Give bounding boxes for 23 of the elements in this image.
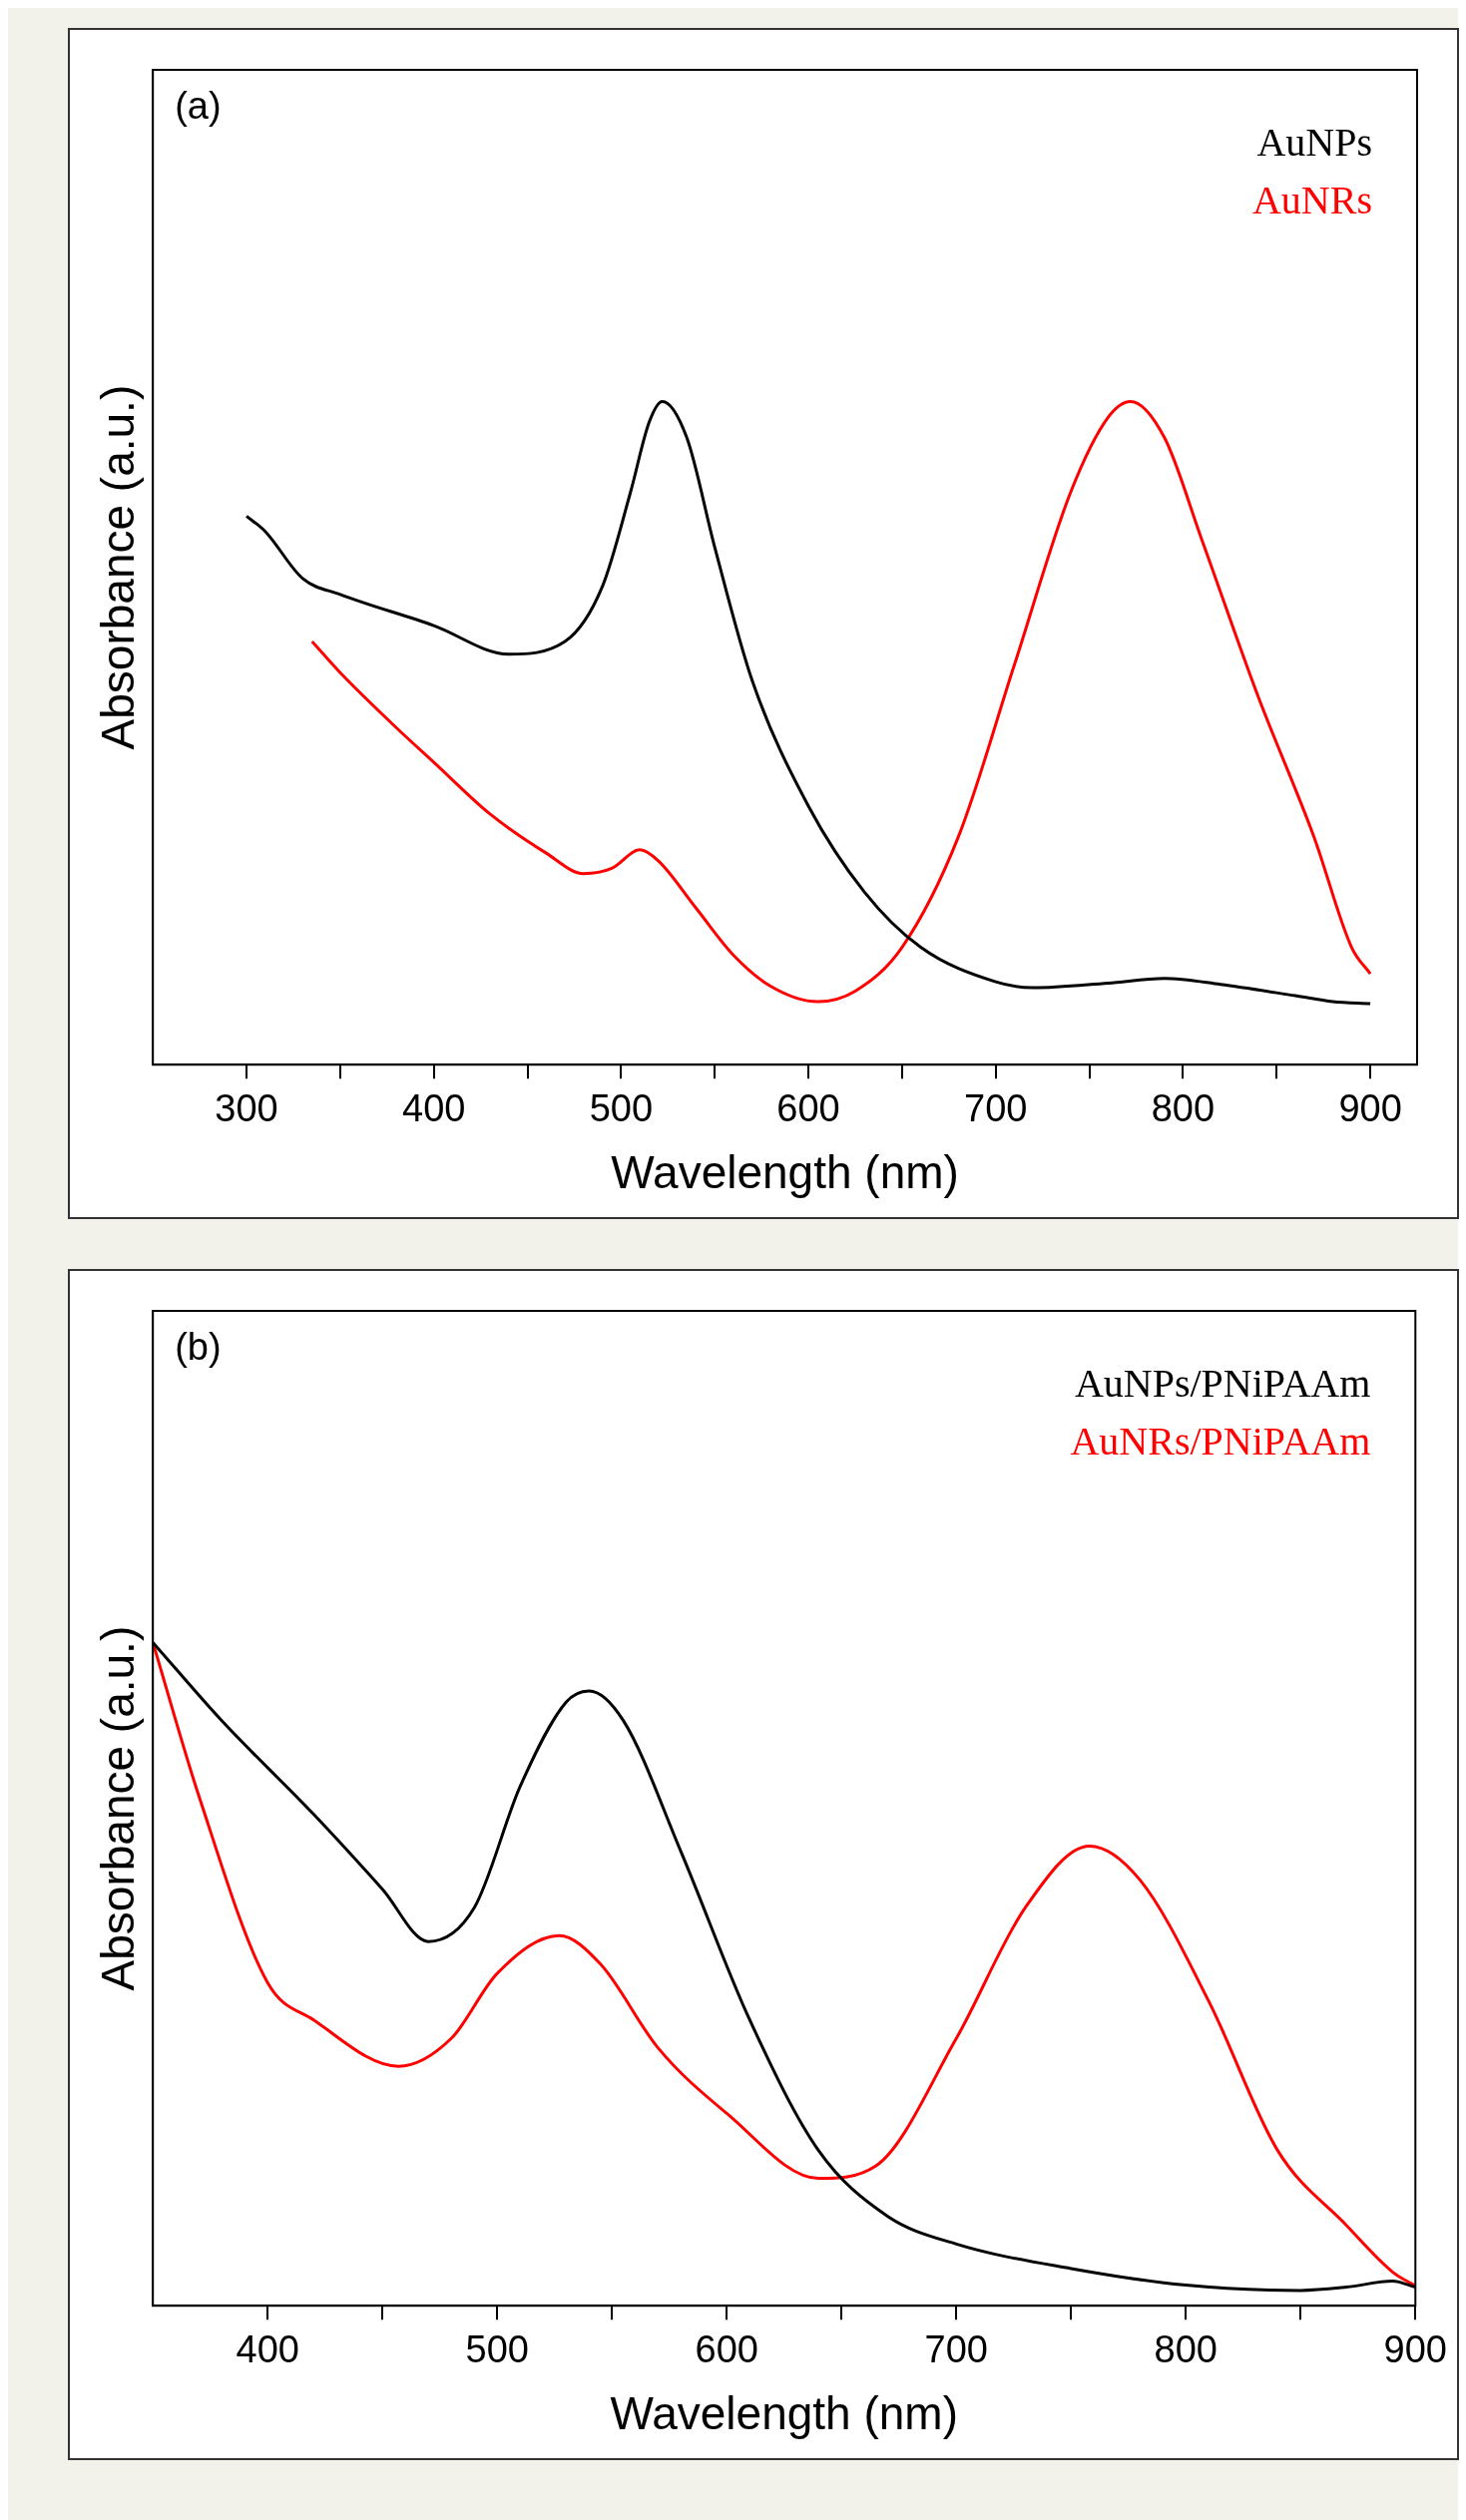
chart-title: (b) — [175, 1326, 222, 1369]
x-tick-label: 900 — [1383, 2328, 1447, 2371]
x-tick-label: 800 — [1151, 1087, 1216, 1130]
x-tick-label: 600 — [776, 1087, 840, 1130]
x-axis-title: Wavelength (nm) — [610, 2387, 959, 2440]
x-tick-label: 600 — [695, 2328, 758, 2371]
x-tick-label: 400 — [402, 1087, 466, 1130]
x-tick-label: 700 — [964, 1087, 1028, 1130]
x-axis-title: Wavelength (nm) — [611, 1146, 959, 1199]
y-axis-title: Absorbance (a.u.) — [92, 384, 145, 750]
text: AuNPs/PNiPAAm — [1074, 1360, 1371, 1406]
x-tick-label: 700 — [924, 2328, 988, 2371]
x-tick-label: 500 — [465, 2328, 529, 2371]
text: AuNPs — [1256, 119, 1372, 165]
x-tick-label: 400 — [236, 2328, 299, 2371]
chart-title: (a) — [175, 85, 222, 128]
x-tick-label: 900 — [1338, 1087, 1402, 1130]
x-tick-label: 500 — [589, 1087, 654, 1130]
x-tick-label: 800 — [1154, 2328, 1218, 2371]
y-axis-title: Absorbance (a.u.) — [92, 1625, 145, 1991]
x-tick-label: 300 — [215, 1087, 278, 1130]
text: AuNRs — [1251, 177, 1372, 222]
text: AuNRs/PNiPAAm — [1070, 1418, 1371, 1464]
